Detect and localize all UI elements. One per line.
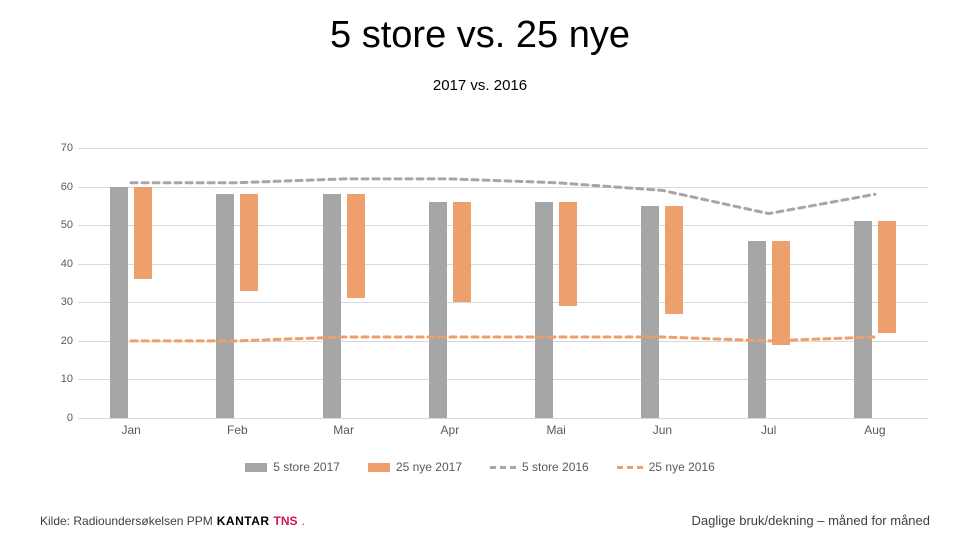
plot-area: 010203040506070: [78, 148, 928, 418]
bar: [134, 187, 152, 280]
footer-note: Daglige bruk/dekning – måned for måned: [692, 513, 930, 528]
legend-swatch-bar: [368, 463, 390, 472]
x-axis-label: Mai: [546, 423, 565, 437]
bar: [641, 206, 659, 418]
legend-item: 25 nye 2016: [617, 460, 715, 474]
y-axis-label: 30: [48, 296, 73, 308]
bar-group: [109, 187, 153, 418]
bar: [216, 194, 234, 418]
legend-label: 25 nye 2017: [396, 460, 462, 474]
x-axis-label: Jul: [761, 423, 776, 437]
bar: [878, 221, 896, 333]
legend-label: 25 nye 2016: [649, 460, 715, 474]
y-axis-label: 60: [48, 181, 73, 193]
bar-group: [534, 202, 578, 418]
bar: [240, 194, 258, 290]
legend: 5 store 2017 25 nye 2017 5 store 2016 25 ny…: [0, 460, 960, 474]
x-axis-label: Apr: [441, 423, 460, 437]
y-axis-label: 20: [48, 335, 73, 347]
legend-item: 5 store 2017: [245, 460, 340, 474]
legend-label: 5 store 2016: [522, 460, 589, 474]
bar: [535, 202, 553, 418]
legend-swatch-line: [617, 466, 643, 469]
bar: [429, 202, 447, 418]
bar: [347, 194, 365, 298]
bar: [772, 241, 790, 345]
logo-kantar: KANTAR: [217, 514, 270, 528]
legend-swatch-line: [490, 466, 516, 469]
y-axis-label: 70: [48, 142, 73, 154]
x-axis-label: Feb: [227, 423, 248, 437]
bar: [559, 202, 577, 306]
x-axis-label: Jan: [121, 423, 140, 437]
y-axis-label: 40: [48, 258, 73, 270]
legend-swatch-bar: [245, 463, 267, 472]
y-axis-label: 0: [48, 412, 73, 424]
y-axis-label: 10: [48, 373, 73, 385]
x-axis-label: Jun: [653, 423, 672, 437]
bar: [453, 202, 471, 302]
chart-title: 5 store vs. 25 nye: [0, 0, 960, 57]
brand-logo: KANTAR TNS.: [217, 514, 305, 528]
y-axis-label: 50: [48, 219, 73, 231]
bar: [323, 194, 341, 418]
bar-group: [640, 206, 684, 418]
bar-group: [853, 221, 897, 418]
source-label: Kilde: Radioundersøkelsen PPM KANTAR TNS…: [40, 514, 305, 528]
bar: [665, 206, 683, 314]
bar-group: [322, 194, 366, 418]
bar: [110, 187, 128, 418]
bar-group: [215, 194, 259, 418]
logo-tns: TNS: [274, 514, 298, 528]
source-text: Kilde: Radioundersøkelsen PPM: [40, 514, 213, 528]
chart-subtitle: 2017 vs. 2016: [0, 57, 960, 94]
legend-item: 5 store 2016: [490, 460, 589, 474]
bar: [748, 241, 766, 418]
bar-group: [747, 241, 791, 418]
x-axis-label: Mar: [333, 423, 354, 437]
x-axis-label: Aug: [864, 423, 885, 437]
legend-label: 5 store 2017: [273, 460, 340, 474]
gridline: [78, 418, 928, 419]
chart: 010203040506070 Jan Feb Mar Apr Mai Jun Jul Aug: [48, 148, 928, 448]
bar: [854, 221, 872, 418]
bar-group: [428, 202, 472, 418]
legend-item: 25 nye 2017: [368, 460, 462, 474]
